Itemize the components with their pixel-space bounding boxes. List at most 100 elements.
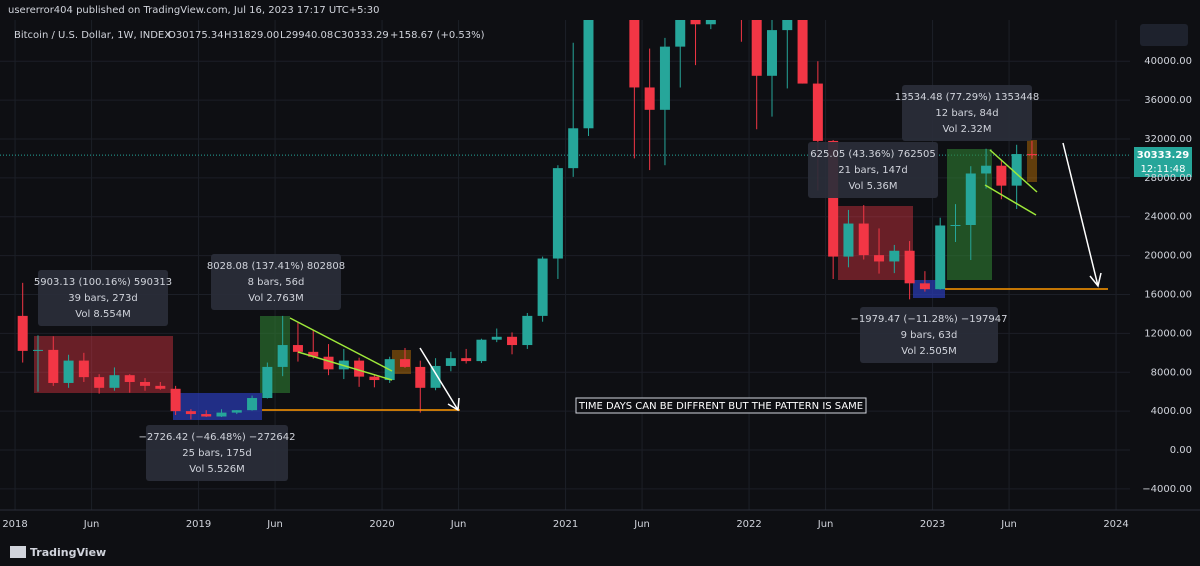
candles bbox=[17, 20, 1037, 420]
candle-body bbox=[399, 359, 410, 367]
candle-body bbox=[583, 20, 594, 129]
measure-text: Vol 2.505M bbox=[901, 346, 956, 357]
candle-body bbox=[216, 412, 227, 417]
x-tick-label: 2023 bbox=[920, 519, 945, 530]
axis-button[interactable] bbox=[1140, 24, 1188, 46]
x-tick-label: 2024 bbox=[1103, 519, 1128, 530]
candle-body bbox=[705, 20, 716, 25]
candle-body bbox=[277, 345, 288, 367]
y-tick-label: 28000.00 bbox=[1144, 173, 1192, 184]
candle-body bbox=[507, 336, 518, 346]
candle-body bbox=[354, 360, 365, 377]
x-tick-label: Jun bbox=[266, 519, 283, 530]
candle-body bbox=[690, 20, 701, 25]
measure-text: Vol 2.763M bbox=[248, 293, 303, 304]
candle-body bbox=[797, 20, 808, 84]
ohlc-open: O30175.34 bbox=[168, 30, 224, 41]
candle-body bbox=[812, 83, 823, 141]
countdown: 12:11:48 bbox=[1141, 164, 1186, 175]
candle-body bbox=[415, 366, 426, 388]
x-tick-label: 2019 bbox=[186, 519, 211, 530]
measure-text: 39 bars, 273d bbox=[68, 293, 138, 304]
logo bbox=[10, 546, 26, 558]
candle-body bbox=[568, 128, 579, 169]
candle-body bbox=[782, 20, 793, 31]
candle-body bbox=[476, 339, 487, 362]
candle-body bbox=[644, 87, 655, 110]
candle-body bbox=[996, 165, 1007, 186]
candle-body bbox=[17, 315, 28, 351]
candle-body bbox=[292, 345, 303, 352]
candle-body bbox=[94, 377, 105, 388]
last-price: 30333.29 bbox=[1137, 150, 1190, 161]
candle-body bbox=[537, 258, 548, 316]
price-axis bbox=[1130, 0, 1200, 510]
candle-body bbox=[522, 315, 533, 346]
x-tick-label: 2020 bbox=[369, 519, 394, 530]
candle-body bbox=[201, 414, 212, 417]
arrow bbox=[419, 347, 460, 412]
candle-body bbox=[155, 385, 166, 389]
measure-text: Vol 5.526M bbox=[189, 464, 244, 475]
candle-body bbox=[843, 223, 854, 257]
x-tick-label: Jun bbox=[1000, 519, 1017, 530]
arrow bbox=[1062, 142, 1102, 288]
measure-text: Vol 8.554M bbox=[75, 309, 130, 320]
candle-body bbox=[32, 349, 43, 351]
x-tick-label: 2018 bbox=[2, 519, 27, 530]
range-box bbox=[1027, 140, 1037, 182]
measure-box bbox=[808, 142, 938, 198]
measure-box bbox=[211, 254, 341, 310]
wedge-line bbox=[984, 184, 1037, 216]
y-tick-label: 20000.00 bbox=[1144, 251, 1192, 262]
measure-text: 25 bars, 175d bbox=[182, 448, 252, 459]
candle-body bbox=[430, 365, 441, 388]
candle-body bbox=[231, 410, 242, 413]
symbol: Bitcoin / U.S. Dollar, 1W, INDEX bbox=[14, 30, 171, 41]
measure-text: −1979.47 (−11.28%) −197947 bbox=[851, 314, 1008, 325]
candle-body bbox=[965, 173, 976, 226]
measure-box bbox=[902, 85, 1032, 141]
y-tick-label: 4000.00 bbox=[1151, 406, 1192, 417]
candle-body bbox=[659, 46, 670, 110]
candle-body bbox=[675, 20, 686, 47]
y-tick-label: 16000.00 bbox=[1144, 290, 1192, 301]
ohlc-low: L29940.08 bbox=[280, 30, 333, 41]
y-tick-label: 0.00 bbox=[1170, 445, 1192, 456]
y-tick-label: 36000.00 bbox=[1144, 95, 1192, 106]
candle-body bbox=[262, 366, 273, 399]
annotation-box bbox=[575, 397, 867, 414]
ohlc-high: H31829.00 bbox=[224, 30, 279, 41]
wedge-line bbox=[289, 317, 393, 372]
measure-box bbox=[860, 307, 998, 363]
y-tick-label: 24000.00 bbox=[1144, 212, 1192, 223]
x-tick-label: Jun bbox=[83, 519, 100, 530]
measure-text: −2726.42 (−46.48%) −272642 bbox=[139, 432, 296, 443]
candle-body bbox=[48, 349, 59, 383]
measure-text: 13534.48 (77.29%) 1353448 bbox=[895, 92, 1040, 103]
candle-body bbox=[919, 283, 930, 290]
x-tick-label: 2022 bbox=[736, 519, 761, 530]
x-tick-label: Jun bbox=[450, 519, 467, 530]
candle-body bbox=[308, 351, 319, 357]
x-tick-label: Jun bbox=[633, 519, 650, 530]
candle-body bbox=[904, 250, 915, 284]
trend-lines bbox=[262, 142, 1108, 412]
candle-body bbox=[185, 411, 196, 415]
measure-text: 9 bars, 63d bbox=[901, 330, 958, 341]
candle-body bbox=[1026, 154, 1037, 156]
candle-body bbox=[858, 223, 869, 256]
publisher: usererror404 published on TradingView.co… bbox=[8, 5, 380, 16]
x-tick-label: 2021 bbox=[553, 519, 578, 530]
candle-body bbox=[78, 360, 89, 378]
candle-body bbox=[369, 376, 380, 381]
candle-body bbox=[445, 358, 456, 366]
candle-body bbox=[461, 358, 472, 362]
annotation: TIME DAYS CAN BE DIFFRENT BUT THE PATTER… bbox=[578, 401, 863, 412]
candle-body bbox=[751, 20, 762, 76]
measure-text: 8028.08 (137.41%) 802808 bbox=[207, 261, 345, 272]
candle-body bbox=[247, 398, 258, 411]
candle-body bbox=[109, 375, 120, 388]
measure-box bbox=[38, 270, 168, 326]
